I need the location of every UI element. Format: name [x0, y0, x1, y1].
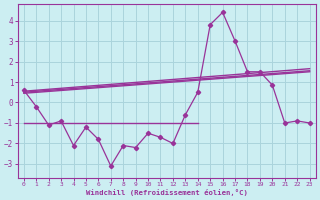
X-axis label: Windchill (Refroidissement éolien,°C): Windchill (Refroidissement éolien,°C) [86, 189, 248, 196]
